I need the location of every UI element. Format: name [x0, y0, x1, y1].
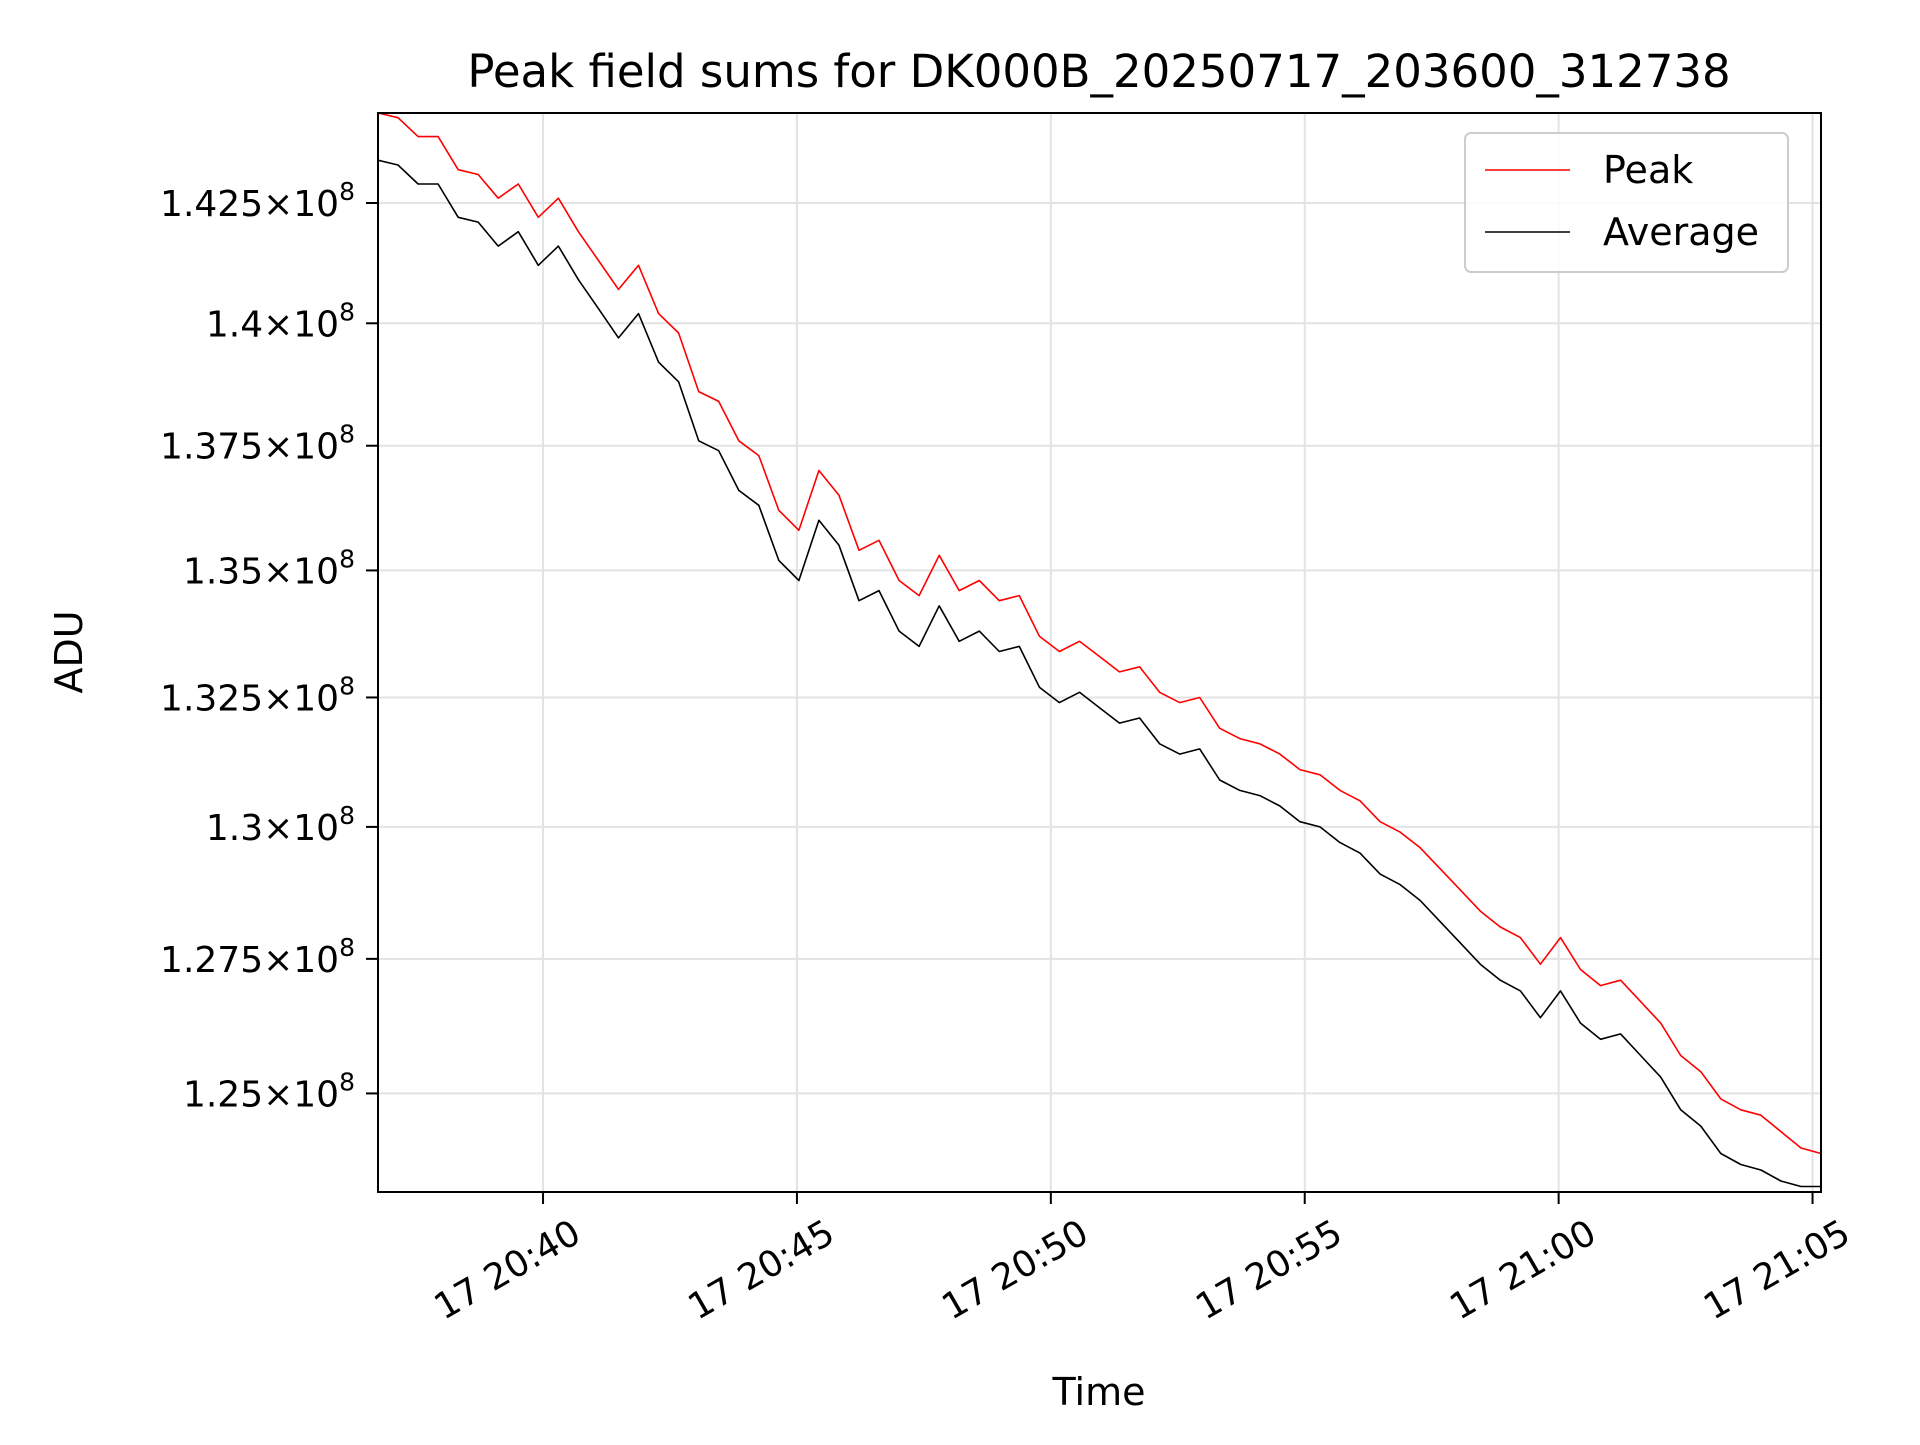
y-tick-mantissa: 1.35	[183, 551, 263, 592]
plot-area-background	[378, 113, 1821, 1192]
y-tick-times-ten: ×10	[263, 940, 339, 981]
y-tick-times-ten: ×10	[263, 808, 339, 849]
series-line-average	[377, 159, 1821, 1188]
y-tick-exponent: 8	[339, 801, 355, 830]
legend: Peak Average	[1464, 132, 1789, 273]
y-tick-mantissa: 1.425	[160, 184, 263, 225]
chart-title: Peak field sums for DK000B_20250717_2036…	[467, 45, 1730, 98]
y-tick-exponent: 8	[339, 420, 355, 449]
legend-box	[1464, 132, 1789, 273]
y-tick-exponent: 8	[339, 1067, 355, 1096]
y-tick-mantissa: 1.4	[206, 304, 263, 345]
plot-frame	[377, 112, 1822, 1193]
x-axis-label: Time	[1052, 1370, 1146, 1414]
y-tick-times-ten: ×10	[263, 1074, 339, 1115]
y-tick-mantissa: 1.325	[160, 678, 263, 719]
y-tick-mantissa: 1.25	[183, 1074, 263, 1115]
y-tick-label: 1.275×108	[160, 933, 355, 981]
grid	[378, 113, 1821, 1192]
y-tick-exponent: 8	[339, 544, 355, 573]
y-axis-label: ADU	[47, 610, 91, 693]
y-tick-times-ten: ×10	[263, 304, 339, 345]
y-tick-label: 1.25×108	[183, 1067, 355, 1115]
y-tick-label: 1.35×108	[183, 544, 355, 592]
y-tick-label: 1.425×108	[160, 177, 355, 225]
y-tick-exponent: 8	[339, 297, 355, 326]
legend-label-peak: Peak	[1603, 148, 1693, 192]
series-line-peak	[377, 112, 1822, 1155]
y-tick-label: 1.375×108	[160, 420, 355, 468]
y-tick-times-ten: ×10	[263, 551, 339, 592]
y-tick-mantissa: 1.275	[160, 940, 263, 981]
y-tick-exponent: 8	[339, 933, 355, 962]
y-tick-times-ten: ×10	[263, 184, 339, 225]
y-tick-mantissa: 1.3	[206, 808, 263, 849]
y-tick-exponent: 8	[339, 177, 355, 206]
y-tick-times-ten: ×10	[263, 678, 339, 719]
y-tick-label: 1.4×108	[206, 297, 355, 345]
y-tick-label: 1.3×108	[206, 801, 355, 849]
legend-label-average: Average	[1603, 210, 1759, 254]
y-tick-exponent: 8	[339, 671, 355, 700]
y-tick-mantissa: 1.375	[160, 427, 263, 468]
y-tick-label: 1.325×108	[160, 671, 355, 719]
series-group	[377, 112, 1822, 1188]
y-tick-times-ten: ×10	[263, 427, 339, 468]
